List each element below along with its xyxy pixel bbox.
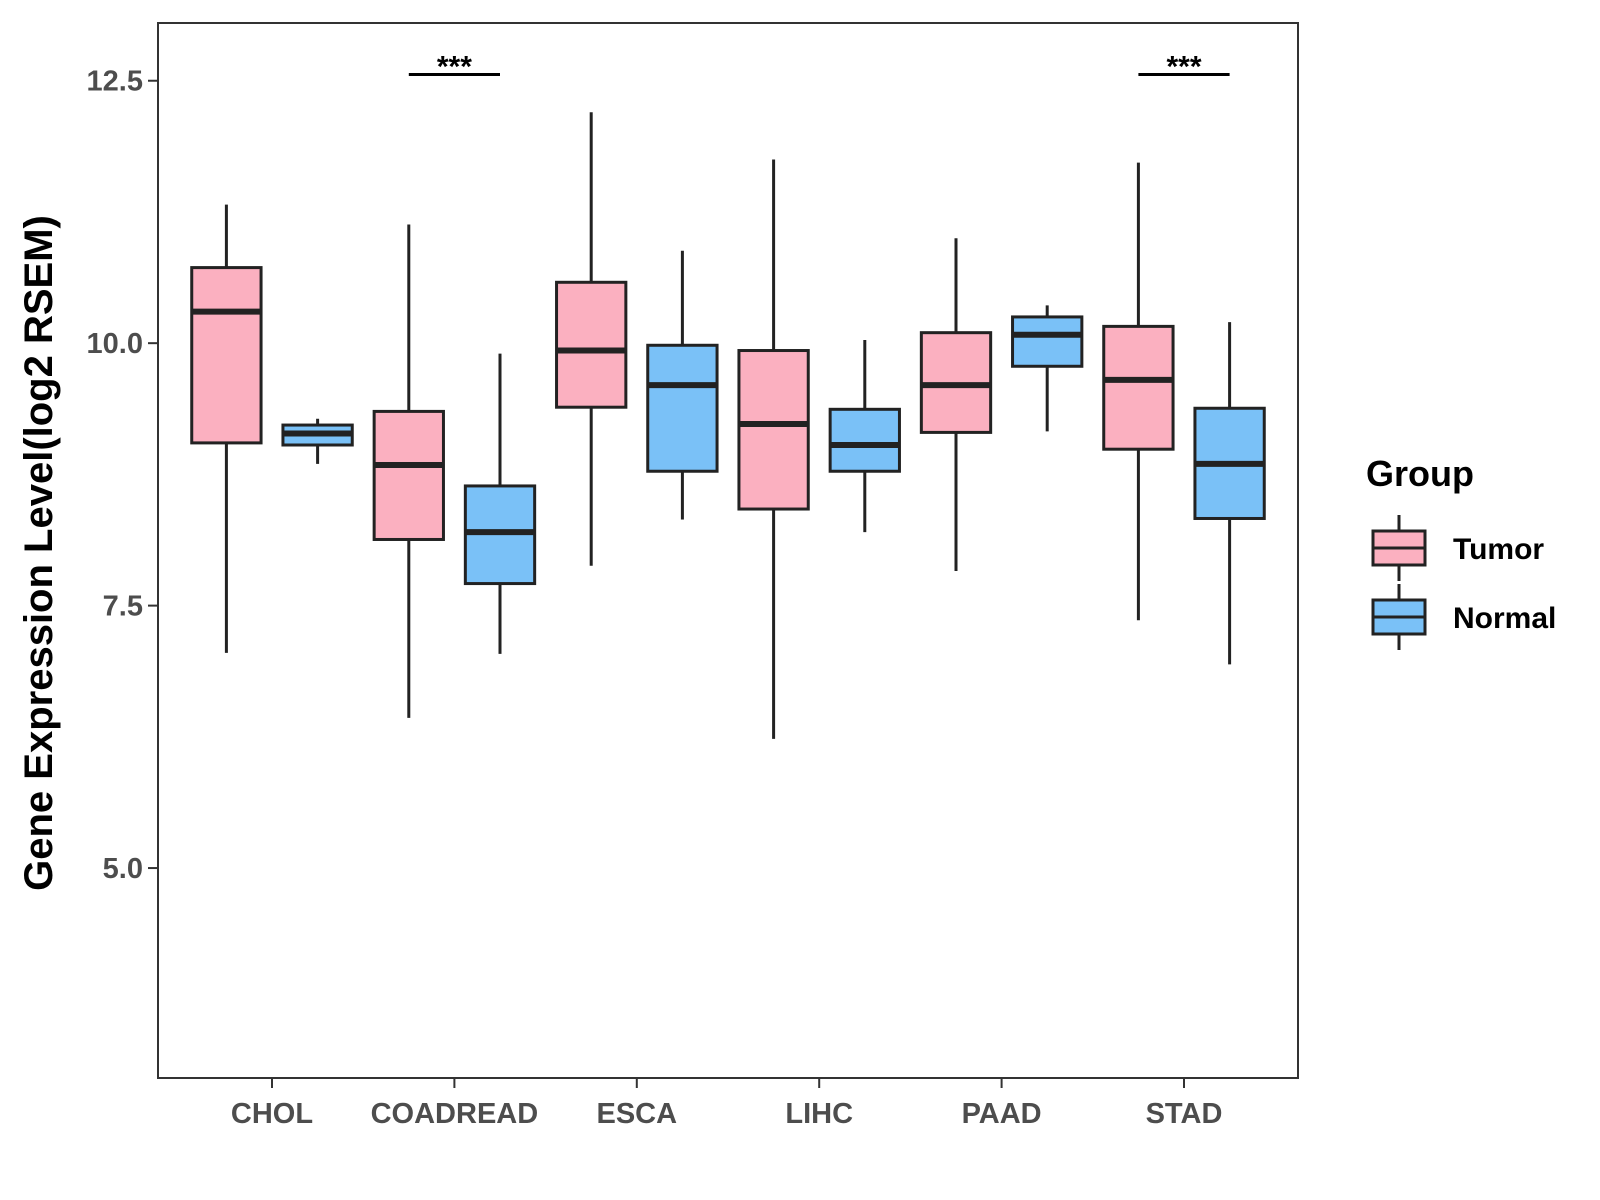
box-iqr — [555, 280, 628, 409]
box-iqr — [1011, 315, 1084, 368]
box-normal-chol — [281, 418, 354, 464]
box-iqr — [646, 343, 719, 473]
boxes-layer — [190, 112, 1266, 739]
legend-entry-normal: Normal — [1371, 584, 1556, 650]
y-tick-label: 12.5 — [87, 66, 143, 98]
x-tick-label: ESCA — [597, 1098, 678, 1130]
legend-title: Group — [1366, 453, 1474, 494]
box-tumor-esca — [555, 112, 628, 566]
significance-stad: *** — [1138, 50, 1230, 83]
legend-entry-tumor: Tumor — [1371, 515, 1544, 581]
box-iqr — [190, 266, 263, 445]
plot-panel-border — [157, 22, 1299, 1079]
legend: Group Tumor Normal — [1366, 453, 1556, 650]
y-tick-label: 7.5 — [103, 591, 143, 623]
box-normal-esca — [646, 250, 719, 520]
x-axis: CHOL COADREAD ESCA LIHC PAAD STAD — [231, 1078, 1222, 1130]
y-tick-label: 10.0 — [87, 328, 143, 360]
x-tick-label: CHOL — [231, 1098, 313, 1130]
legend-label: Normal — [1453, 602, 1556, 635]
legend-label: Tumor — [1453, 533, 1544, 566]
x-tick-label: LIHC — [785, 1098, 853, 1130]
box-normal-stad — [1193, 322, 1266, 665]
box-iqr — [737, 349, 810, 511]
x-tick-label: COADREAD — [371, 1098, 539, 1130]
box-tumor-lihc — [737, 159, 810, 739]
y-tick-label: 5.0 — [103, 853, 143, 885]
box-tumor-coadread — [372, 224, 445, 718]
box-tumor-chol — [190, 204, 263, 653]
x-tick-label: PAAD — [962, 1098, 1042, 1130]
legend-entries: Tumor Normal — [1371, 515, 1556, 650]
significance-layer: *** *** — [408, 50, 1230, 83]
significance-label: *** — [437, 50, 472, 83]
significance-coadread: *** — [408, 50, 500, 83]
significance-label: *** — [1166, 50, 1201, 83]
box-iqr — [1102, 324, 1175, 451]
box-tumor-paad — [919, 238, 993, 571]
y-axis-title: Gene Expression Level(log2 RSEM) — [17, 215, 61, 891]
box-normal-coadread — [463, 353, 537, 654]
box-iqr — [828, 407, 901, 473]
box-tumor-stad — [1102, 162, 1175, 621]
box-normal-lihc — [828, 340, 901, 533]
box-iqr — [372, 409, 445, 541]
x-tick-label: STAD — [1146, 1098, 1223, 1130]
y-axis: 5.0 7.5 10.0 12.5 — [87, 66, 158, 885]
box-normal-paad — [1011, 305, 1084, 432]
